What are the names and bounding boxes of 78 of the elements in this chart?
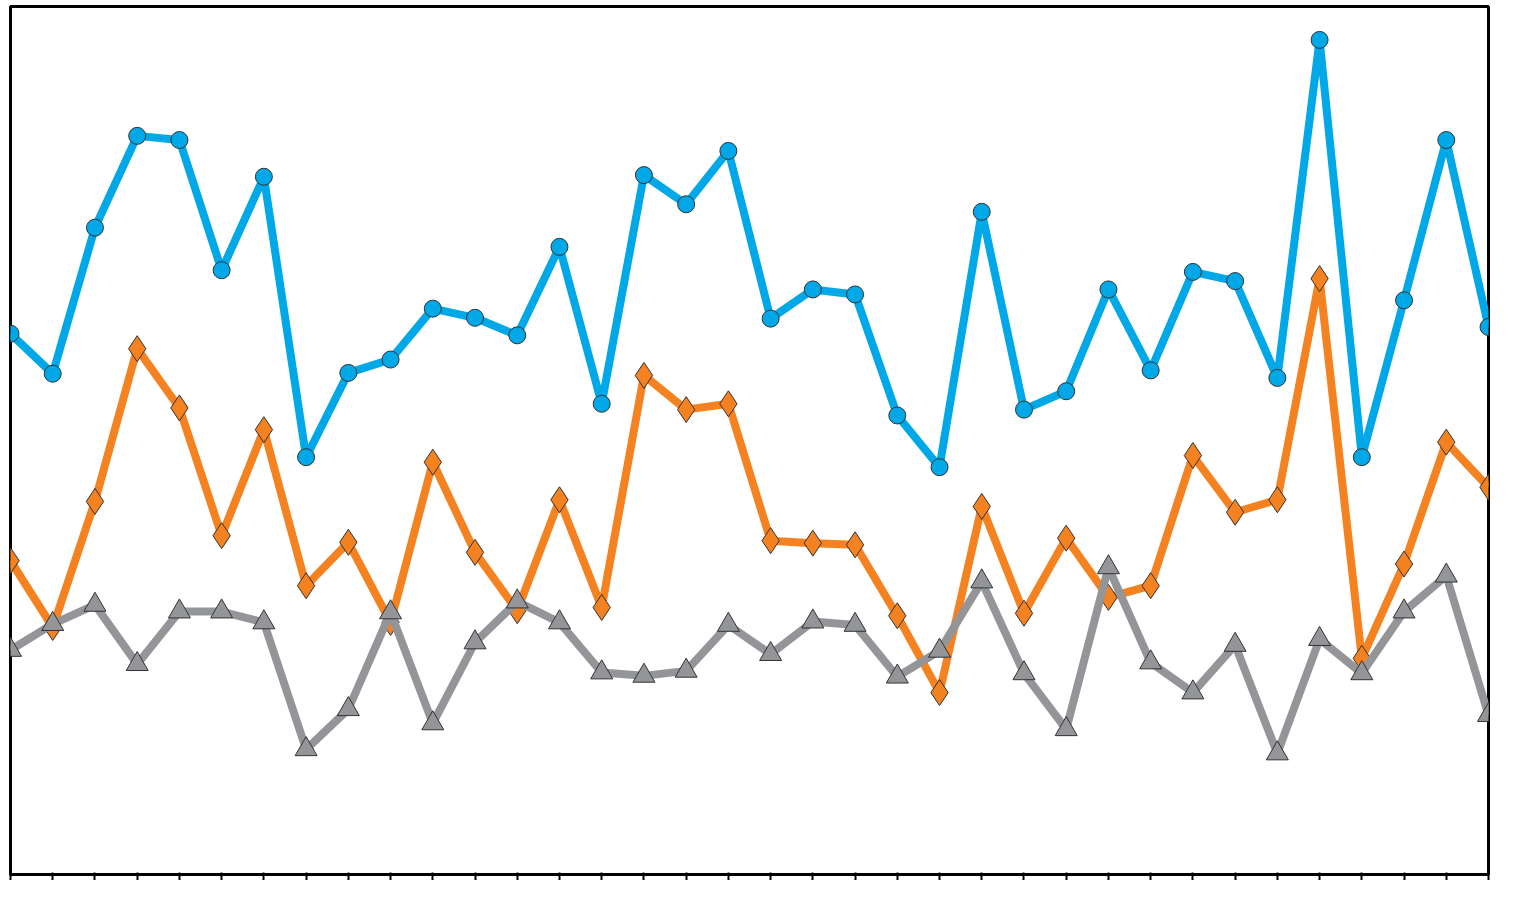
- point: [254, 167, 273, 186]
- point: [1099, 280, 1118, 299]
- point: [716, 611, 740, 632]
- point: [212, 261, 231, 280]
- point: [1139, 649, 1163, 670]
- point: [1141, 361, 1160, 380]
- point: [761, 309, 780, 328]
- point: [170, 131, 189, 150]
- point: [128, 126, 147, 145]
- point: [1308, 625, 1332, 646]
- point: [1268, 368, 1287, 387]
- point: [294, 736, 318, 757]
- point: [592, 394, 611, 413]
- point: [379, 599, 403, 620]
- point: [928, 637, 952, 658]
- point: [970, 568, 994, 589]
- point: [759, 640, 783, 662]
- point: [930, 458, 949, 477]
- point: [1434, 562, 1458, 583]
- point: [1225, 498, 1245, 526]
- point: [1395, 291, 1414, 310]
- point: [381, 350, 400, 369]
- point: [676, 396, 696, 424]
- point: [41, 610, 65, 631]
- point: [339, 363, 358, 382]
- point: [1226, 272, 1245, 291]
- point: [125, 650, 149, 672]
- point: [505, 588, 529, 609]
- point: [674, 657, 698, 678]
- point: [677, 195, 696, 214]
- point: [845, 531, 865, 559]
- point: [550, 237, 569, 256]
- point: [632, 662, 656, 683]
- point: [1014, 599, 1034, 627]
- point: [1223, 631, 1247, 652]
- point: [85, 218, 104, 237]
- point: [43, 364, 62, 383]
- point: [85, 487, 105, 515]
- point: [634, 361, 654, 389]
- point: [508, 326, 527, 345]
- point: [803, 280, 822, 299]
- point: [1437, 131, 1456, 150]
- point: [801, 608, 825, 629]
- point: [463, 629, 487, 650]
- point: [466, 308, 485, 327]
- point: [167, 598, 191, 619]
- point: [1012, 660, 1036, 681]
- point: [465, 538, 485, 566]
- point: [1096, 554, 1120, 575]
- point: [888, 406, 907, 425]
- point: [1392, 598, 1416, 619]
- point: [1181, 679, 1205, 700]
- point: [1057, 382, 1076, 401]
- point: [846, 285, 865, 304]
- point: [421, 710, 445, 731]
- point: [1265, 740, 1289, 761]
- point: [803, 529, 823, 557]
- point: [547, 609, 571, 630]
- point: [1183, 442, 1203, 470]
- point: [719, 141, 738, 160]
- point: [254, 416, 274, 444]
- point: [1350, 660, 1374, 681]
- point: [972, 202, 991, 221]
- point: [1183, 262, 1202, 281]
- point: [1054, 716, 1078, 737]
- point: [252, 609, 276, 630]
- point: [83, 591, 107, 612]
- point: [843, 611, 867, 632]
- point: [210, 598, 234, 619]
- point: [423, 299, 442, 318]
- point: [297, 448, 316, 467]
- point: [634, 166, 653, 185]
- point: [336, 696, 360, 717]
- point: [1352, 448, 1371, 467]
- point: [1014, 400, 1033, 419]
- point: [1394, 550, 1414, 578]
- point: [885, 663, 909, 684]
- point: [590, 659, 614, 680]
